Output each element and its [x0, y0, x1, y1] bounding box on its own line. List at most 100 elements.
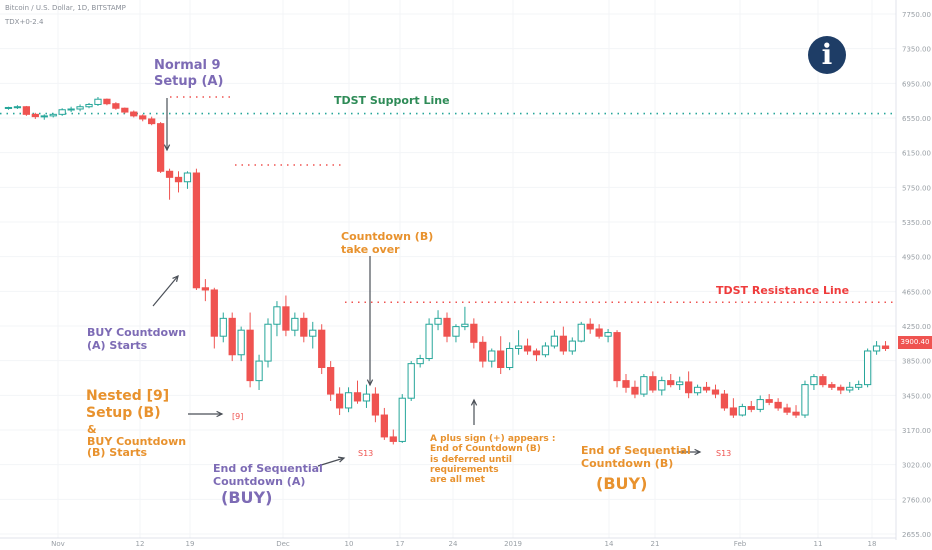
candle [452, 324, 460, 343]
candle-body [676, 381, 684, 386]
candle-body [550, 335, 559, 347]
candle [801, 380, 809, 418]
candle-body [40, 115, 48, 118]
candle-body [514, 345, 523, 349]
candle [416, 354, 424, 368]
candle [22, 105, 31, 116]
s13-marker-a: S13 [358, 449, 374, 458]
candle-body [121, 107, 129, 113]
candle [756, 395, 764, 413]
candle [470, 318, 478, 349]
candle [765, 394, 773, 406]
candle [85, 102, 93, 109]
candle-body [327, 367, 335, 395]
candle [872, 341, 881, 355]
candle [353, 380, 362, 404]
candle-body [443, 317, 451, 337]
candle [479, 336, 487, 368]
candle [676, 376, 684, 391]
candle-body [76, 106, 84, 110]
candle-body [112, 103, 120, 109]
candle-body [452, 326, 460, 337]
candle [103, 98, 111, 106]
arrow-buy-countdown-a [152, 275, 179, 307]
candle-body [872, 345, 881, 352]
candle [640, 374, 648, 397]
candle-body [94, 98, 102, 105]
arrow-end-sequential-a-head [337, 456, 346, 463]
candle [461, 306, 469, 331]
candle [881, 341, 890, 351]
candle [237, 326, 245, 362]
candle-body [756, 399, 764, 410]
candle-body [219, 317, 227, 337]
candle-body [810, 376, 818, 386]
candle-body [362, 393, 371, 402]
candle-body [819, 376, 827, 386]
candle [738, 403, 746, 417]
annotation-arrows [152, 98, 702, 467]
price-tick-label: 2760.00 [902, 496, 931, 504]
candle-body [738, 406, 746, 416]
candle [121, 107, 129, 114]
candle-body [165, 170, 174, 178]
time-tick-label: 10 [345, 540, 354, 548]
candle [559, 326, 567, 355]
candle-body [488, 350, 496, 362]
candle-body [846, 386, 854, 391]
candle-body [389, 436, 397, 442]
candle-body [201, 287, 209, 291]
buy-countdown-a-label: BUY Countdown (A) Starts [87, 326, 187, 353]
candle-body [13, 106, 22, 109]
candle-body [559, 335, 567, 352]
countdown-b-takeover-label: Countdown (B) take over [341, 230, 434, 257]
price-tick-label: 6150.00 [902, 150, 931, 158]
candle [595, 324, 603, 339]
candle-body [353, 392, 362, 402]
candle-body [783, 407, 791, 413]
candle-body [174, 176, 183, 183]
candle-body [613, 332, 621, 382]
symbol-title: Bitcoin / U.S. Dollar, 1D, BITSTAMP [5, 4, 126, 12]
tdst-support-label: TDST Support Line [334, 94, 450, 107]
candle-body [604, 332, 612, 337]
candle [255, 354, 263, 391]
candle [130, 110, 138, 118]
candle [49, 113, 57, 118]
candle [434, 310, 442, 331]
candle-body [228, 317, 236, 356]
candle-body [210, 289, 218, 337]
arrow-end-sequential-a [317, 457, 345, 467]
info-icon[interactable]: i [808, 36, 846, 74]
candle [577, 321, 585, 343]
candle [112, 102, 120, 110]
end-sequential-a-label: End of Sequential Countdown (A) [213, 462, 323, 489]
candle-body [139, 115, 147, 120]
price-tick-label: 6550.00 [902, 115, 931, 123]
candle [156, 122, 165, 174]
candle [282, 295, 290, 337]
candle [649, 371, 657, 393]
grid [0, 0, 896, 538]
candle [855, 380, 863, 391]
candle-body [85, 103, 93, 108]
candle-body [416, 358, 424, 365]
candle-body [31, 113, 39, 118]
candle [550, 330, 559, 349]
candle [783, 403, 791, 416]
candle [139, 114, 147, 122]
candle [532, 348, 541, 362]
candle-body [577, 323, 585, 342]
price-tick-label: 7750.00 [902, 11, 931, 19]
candle [622, 374, 630, 393]
candle-body [595, 328, 603, 337]
time-tick-label: 18 [868, 540, 877, 548]
candle [291, 312, 299, 337]
candle [219, 312, 227, 343]
candle-body [693, 386, 702, 394]
candle-body [22, 106, 31, 115]
arrow-countdown-b-head [366, 379, 374, 387]
candle [58, 108, 66, 116]
candle [4, 106, 13, 110]
